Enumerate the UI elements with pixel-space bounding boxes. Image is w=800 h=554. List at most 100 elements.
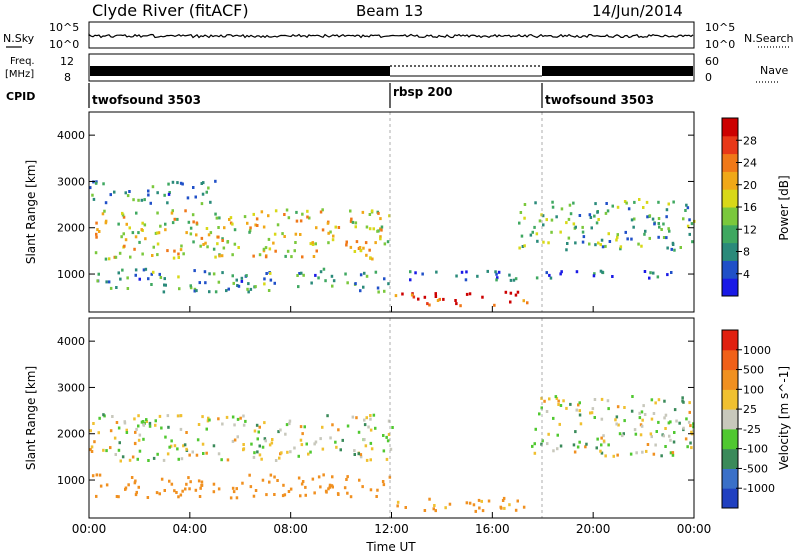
velocity-cell (268, 443, 272, 447)
velocity-cell (303, 425, 306, 429)
velocity-cell (687, 420, 691, 424)
velocity-cell (325, 490, 328, 494)
velocity-cell (678, 421, 681, 425)
velocity-cell (600, 397, 604, 401)
power-cell (665, 236, 668, 240)
velocity-cell (217, 452, 221, 456)
velocity-cell (607, 443, 610, 447)
power-cell (225, 289, 228, 293)
power-cell (290, 255, 293, 259)
power-cell (171, 180, 175, 184)
velocity-cell (319, 437, 322, 441)
velocity-cell (365, 416, 368, 420)
power-cell (359, 249, 362, 252)
power-cell (312, 255, 316, 258)
power-cell (246, 221, 249, 225)
x-tick-label: 16:00 (475, 522, 510, 536)
power-cell (273, 281, 276, 285)
velocity-cell (638, 411, 641, 415)
velocity-cell (671, 451, 675, 455)
velocity-cell (556, 447, 559, 451)
velocity-y-label: Slant Range [km] (24, 366, 38, 470)
power-cell (535, 276, 539, 280)
power-cell (122, 232, 125, 236)
power-cell (523, 203, 527, 206)
velocity-cell (578, 401, 581, 405)
velocity-cell (565, 406, 568, 410)
velocity-cell (239, 416, 242, 420)
velocity-cell (125, 428, 128, 432)
power-cell (96, 228, 99, 232)
velocity-cell (167, 425, 170, 429)
velocity-cell (617, 423, 620, 427)
velocity-cell (618, 432, 622, 436)
power-cell (310, 281, 313, 285)
power-cell (247, 290, 250, 294)
power-cell (164, 222, 167, 226)
x-axis-label: Time UT (365, 540, 416, 554)
velocity-cell (268, 480, 271, 484)
velocity-cell (359, 453, 363, 457)
velocity-cell (220, 458, 223, 462)
power-cell (180, 244, 183, 248)
power-cell (611, 204, 614, 208)
velocity-cell (177, 495, 180, 499)
power-cell (593, 214, 596, 218)
velocity-cell (185, 447, 188, 451)
power-cell (258, 253, 262, 257)
power-cell (236, 284, 239, 287)
power-cell (144, 267, 148, 271)
velocity-cell (212, 490, 216, 494)
power-cell (173, 217, 176, 221)
velocity-cell (374, 426, 377, 430)
power-cell (215, 216, 219, 220)
power-cell (126, 287, 130, 290)
velocity-cell (241, 481, 244, 485)
velocity-cell (364, 444, 368, 448)
power-cell (228, 218, 231, 221)
velocity-cell (252, 455, 256, 459)
velocity-cell (654, 443, 657, 447)
power-cell (496, 276, 499, 280)
velocity-cell (177, 457, 180, 461)
power-cell (166, 249, 169, 253)
velocity-cell (114, 453, 117, 456)
velocity-cell (260, 457, 263, 461)
velocity-cell (540, 442, 543, 446)
frequency-panel: Freq. [MHz] 12 8 60 0 Nave (5, 53, 788, 84)
velocity-cell (423, 509, 427, 512)
power-cell (601, 245, 605, 249)
velocity-cell (634, 432, 638, 436)
velocity-cell (176, 414, 180, 418)
velocity-cell (102, 413, 105, 417)
power-cell (233, 242, 237, 246)
power-cell (685, 203, 688, 207)
velocity-cell (196, 438, 200, 442)
power-cell (109, 286, 113, 290)
velocity-cell (117, 426, 121, 430)
velocity-cell (263, 437, 267, 441)
power-cell (344, 272, 347, 276)
power-cell (94, 181, 98, 185)
velocity-colorbar-swatch (722, 369, 738, 390)
velocity-cell (562, 399, 565, 403)
velocity-cell (361, 485, 364, 489)
velocity-cell (545, 410, 549, 413)
velocity-y-tick-label: 4000 (57, 335, 85, 348)
cpid-segment-1: twofsound 3503 (92, 93, 201, 107)
velocity-cell (540, 406, 543, 410)
power-cell (627, 207, 631, 211)
power-cell (191, 213, 195, 217)
power-cell (254, 223, 257, 227)
velocity-colorbar-label: Velocity [m s^-1] (777, 366, 791, 470)
velocity-cell (645, 449, 648, 453)
power-cell (265, 272, 268, 275)
power-colorbar-swatch (722, 207, 738, 226)
power-cell (152, 270, 155, 274)
power-cell (604, 244, 607, 248)
power-cell (597, 218, 600, 221)
velocity-cell (480, 499, 483, 503)
power-cell (380, 228, 383, 232)
velocity-cell (111, 415, 114, 418)
power-cell (179, 181, 183, 185)
